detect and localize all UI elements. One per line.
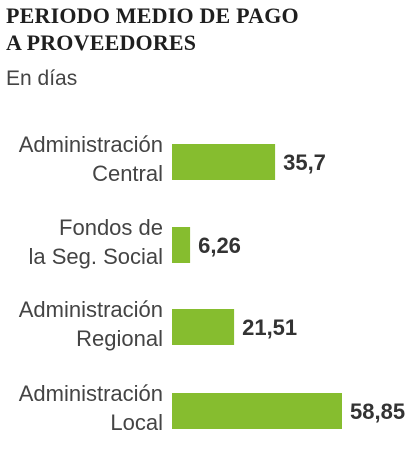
category-label-0-line-0: Administración bbox=[19, 132, 163, 157]
category-label-2-line-0: Administración bbox=[19, 297, 163, 322]
value-label-1: 6,26 bbox=[198, 233, 241, 258]
chart-title-line-1: PERIODO MEDIO DE PAGO bbox=[6, 3, 299, 28]
bar-3 bbox=[172, 393, 342, 429]
chart-subtitle: En días bbox=[6, 67, 78, 90]
value-label-3: 58,85 bbox=[350, 399, 405, 424]
bar-0 bbox=[172, 144, 276, 180]
bar-2 bbox=[172, 309, 235, 345]
bar-1 bbox=[172, 227, 191, 263]
value-label-0: 35,7 bbox=[283, 150, 326, 175]
chart-title-line-2: A PROVEEDORES bbox=[6, 30, 197, 55]
category-label-1-line-0: Fondos de bbox=[59, 215, 163, 240]
category-label-2: Administración Regional bbox=[19, 297, 163, 351]
category-label-3: Administración Local bbox=[19, 381, 163, 435]
chart-title: PERIODO MEDIO DE PAGO A PROVEEDORES bbox=[6, 2, 299, 56]
category-label-0: Administración Central bbox=[19, 132, 163, 186]
category-label-1: Fondos de la Seg. Social bbox=[28, 215, 163, 269]
category-label-0-line-1: Central bbox=[92, 161, 163, 186]
category-label-1-line-1: la Seg. Social bbox=[28, 244, 163, 269]
category-label-2-line-1: Regional bbox=[76, 326, 163, 351]
category-label-3-line-1: Local bbox=[110, 410, 163, 435]
value-label-2: 21,51 bbox=[242, 315, 297, 340]
category-label-3-line-0: Administración bbox=[19, 381, 163, 406]
